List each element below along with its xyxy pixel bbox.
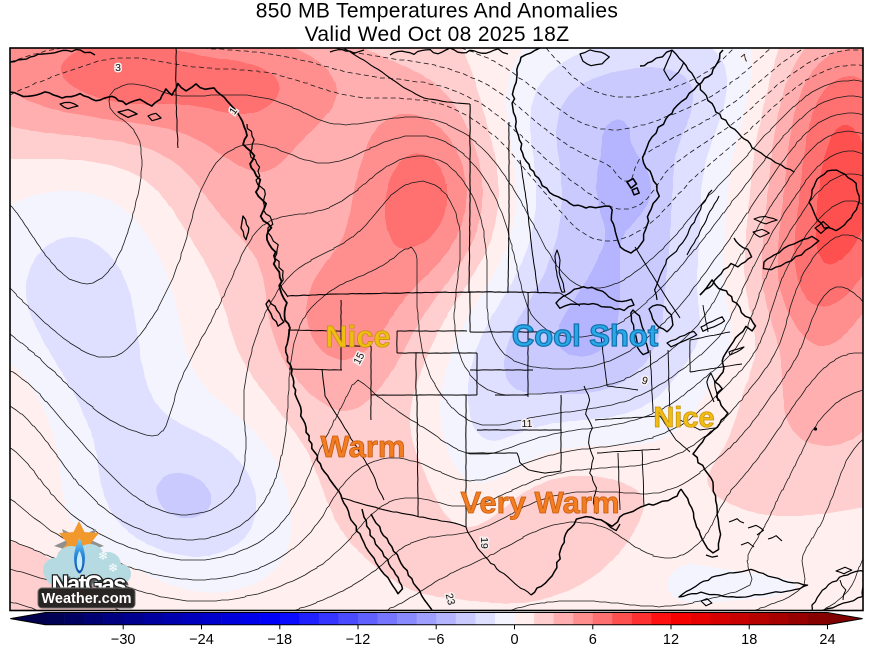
svg-text:Valid Wed Oct 08 2025 18Z: Valid Wed Oct 08 2025 18Z [305,23,570,46]
svg-text:23: 23 [443,592,458,607]
svg-text:9: 9 [640,375,649,388]
svg-text:3: 3 [115,62,121,74]
svg-text:0: 0 [510,632,518,648]
svg-text:Warm: Warm [321,429,406,464]
svg-text:18: 18 [741,632,757,648]
svg-text:19: 19 [478,537,490,549]
svg-text:−12: −12 [346,632,371,648]
svg-text:−30: −30 [111,632,136,648]
svg-text:12: 12 [663,632,679,648]
svg-text:850 MB Temperatures And Anomal: 850 MB Temperatures And Anomalies [256,0,619,23]
svg-text:24: 24 [819,632,835,648]
svg-text:❄: ❄ [108,561,118,575]
svg-text:Nice: Nice [325,319,390,354]
svg-text:Weather.com: Weather.com [42,591,132,607]
svg-text:−6: −6 [428,632,445,648]
svg-text:❄: ❄ [98,549,108,563]
svg-text:−24: −24 [189,632,214,648]
svg-text:Very Warm: Very Warm [460,485,619,520]
svg-text:Nice: Nice [653,402,714,434]
svg-text:11: 11 [522,418,533,430]
svg-text:6: 6 [589,632,597,648]
svg-text:Cool Shot: Cool Shot [512,318,658,353]
svg-text:−18: −18 [267,632,292,648]
